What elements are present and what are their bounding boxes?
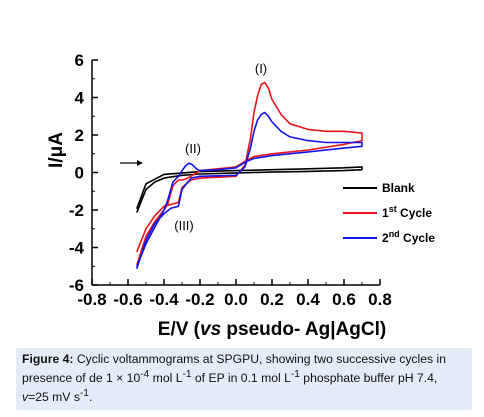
legend-label-blank: Blank <box>382 181 415 195</box>
legend-label-2nd-cycle: 2nd Cycle <box>382 229 435 245</box>
figure-caption: Figure 4: Cyclic voltammograms at SPGPU,… <box>16 348 472 410</box>
series-line-2nd-cycle <box>136 111 363 269</box>
y-tick-label: -6 <box>69 276 84 295</box>
series-layer <box>136 81 363 269</box>
x-axis-title: E/V (vs pseudo- Ag|AgCl) <box>158 319 386 340</box>
legend-label-1st-cycle: 1st Cycle <box>382 204 432 220</box>
x-tick-label: 0.6 <box>332 290 356 309</box>
x-tick-label: -0.6 <box>113 290 142 309</box>
x-tick-label: -0.2 <box>185 290 214 309</box>
x-tick-label: -0.4 <box>149 290 179 309</box>
y-tick-label: -4 <box>69 239 85 258</box>
annotation-peak-ii: (II) <box>185 141 201 156</box>
annotation-peak-iii: (III) <box>174 218 194 233</box>
annotation-peak-i: (I) <box>255 61 267 76</box>
cyclic-voltammogram-chart: -0.8 -0.6 -0.4 -0.2 0.0 0.2 0.4 0.6 0.8 -6 -4 -2 0 2 4… <box>46 51 435 340</box>
x-tick-label: 0.2 <box>260 290 284 309</box>
x-tick-label: -0.8 <box>77 290 106 309</box>
y-tick-label: 0 <box>75 164 84 183</box>
x-tick-label: 0.4 <box>296 290 320 309</box>
x-tick-label: 0.0 <box>224 290 248 309</box>
axes-layer: -0.8 -0.6 -0.4 -0.2 0.0 0.2 0.4 0.6 0.8 -6 -4 -2 0 2 4… <box>69 51 392 309</box>
legend: Blank 1st Cycle 2nd Cycle <box>343 181 435 245</box>
y-axis-title: I/μA <box>46 132 67 168</box>
y-tick-label: 6 <box>75 51 84 70</box>
y-tick-label: -2 <box>69 201 84 220</box>
x-tick-label: 0.8 <box>368 290 392 309</box>
y-tick-label: 4 <box>75 89 85 108</box>
series-line-blank <box>136 166 363 213</box>
scan-direction-arrow-icon <box>120 160 143 166</box>
series-line-1st-cycle <box>136 81 363 266</box>
y-tick-label: 2 <box>75 126 84 145</box>
